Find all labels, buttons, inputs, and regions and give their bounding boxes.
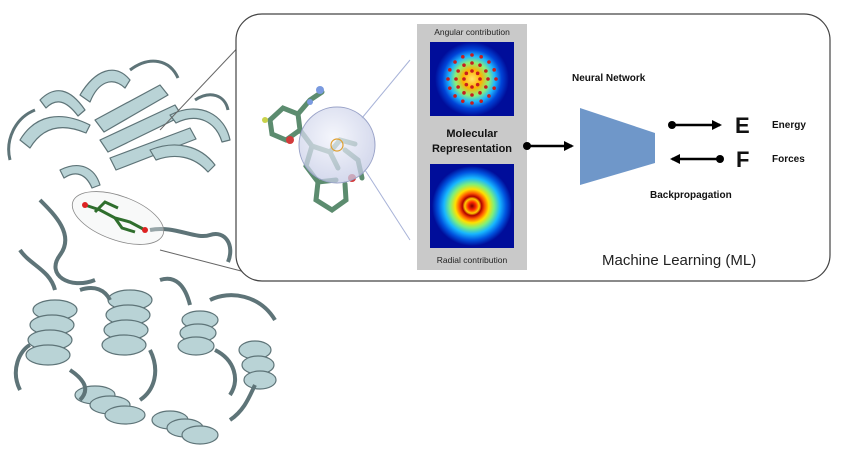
forces-symbol: F [736,147,750,172]
forces-arrow [670,154,724,164]
angular-pattern-dot [456,85,460,89]
angular-pattern-dot [470,53,474,57]
angular-pattern-dot [461,55,465,59]
energy-symbol: E [735,113,750,138]
angular-pattern-dot [464,71,469,76]
ml-panel [235,13,831,282]
angular-pattern-dot [470,69,474,73]
angular-pattern-dot [470,101,474,105]
angular-pattern-dot [470,85,474,89]
representation-label: Representation [431,143,513,155]
angular-pattern-dot [492,86,496,90]
ligand-in-pocket [71,191,165,245]
angular-pattern-dot [479,99,483,103]
angular-pattern-dot [486,77,490,81]
angular-pattern-dot [475,71,480,76]
angular-pattern-dot [470,61,474,65]
angular-pattern-dot [478,91,482,95]
energy-arrow [668,120,722,130]
angular-pattern-dot [494,77,498,81]
angular-pattern-dot [453,94,457,98]
molecule-zoom [262,59,411,241]
angular-pattern-dot [487,94,491,98]
radial-contribution-label: Radial contribution [436,255,508,265]
angular-pattern-dot [453,60,457,64]
angular-pattern-dot [462,91,466,95]
radial-contribution-image [430,164,514,248]
angular-pattern-dot [446,77,450,81]
molecular-label: Molecular [446,128,498,140]
angular-pattern-dot [454,77,458,81]
angular-pattern-dot [462,77,466,81]
angular-contribution-label: Angular contribution [434,27,510,37]
angular-pattern-dot [461,99,465,103]
energy-label: Energy [772,120,806,131]
angular-pattern-dot [479,55,483,59]
protein-structure [7,59,277,445]
angular-pattern-dot [475,82,480,87]
angular-pattern-dot [478,77,482,81]
angular-pattern-dot [456,69,460,73]
angular-pattern-dot [462,63,466,67]
forces-label: Forces [772,154,805,165]
neural-network-shape [580,108,655,185]
angular-pattern-dot [484,69,488,73]
angular-pattern-dot [448,68,452,72]
angular-pattern-dot [448,86,452,90]
backpropagation-label: Backpropagation [650,190,732,201]
angular-pattern-dot [470,93,474,97]
angular-pattern-dot [464,82,469,87]
angular-pattern-dot [487,60,491,64]
zoom-lines [159,39,246,273]
angular-contribution-image [430,42,514,116]
angular-pattern-dot [478,63,482,67]
angular-pattern-dot [492,68,496,72]
angular-pattern-dot [484,85,488,89]
neural-network-label: Neural Network [572,73,646,84]
machine-learning-label: Machine Learning (ML) [602,252,757,269]
